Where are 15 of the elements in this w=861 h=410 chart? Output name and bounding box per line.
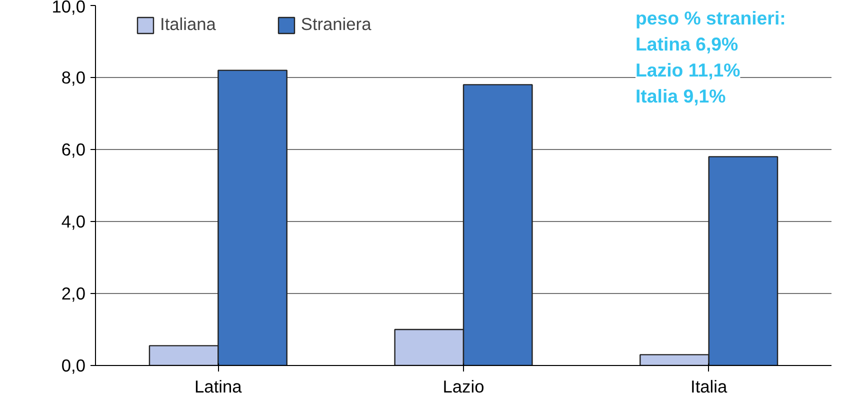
y-tick-label: 6,0 (61, 140, 86, 160)
legend-label: Italiana (160, 14, 216, 35)
y-tick-label: 8,0 (61, 68, 86, 88)
annotation: Lazio 11,1% (636, 60, 741, 80)
y-tick-label: 10,0 (52, 0, 86, 16)
y-tick-label: 0,0 (61, 356, 86, 376)
x-tick-label: Lazio (442, 376, 484, 396)
annotation: Italia 9,1% (636, 86, 726, 106)
annotation: Latina 6,9% (636, 34, 739, 54)
y-tick-label: 4,0 (61, 212, 86, 232)
x-tick-label: Latina (194, 376, 242, 396)
legend-label: Straniera (300, 14, 372, 35)
annotation: peso % stranieri: (636, 8, 786, 28)
y-tick-label: 2,0 (61, 284, 86, 304)
x-tick-label: Italia (690, 376, 728, 396)
